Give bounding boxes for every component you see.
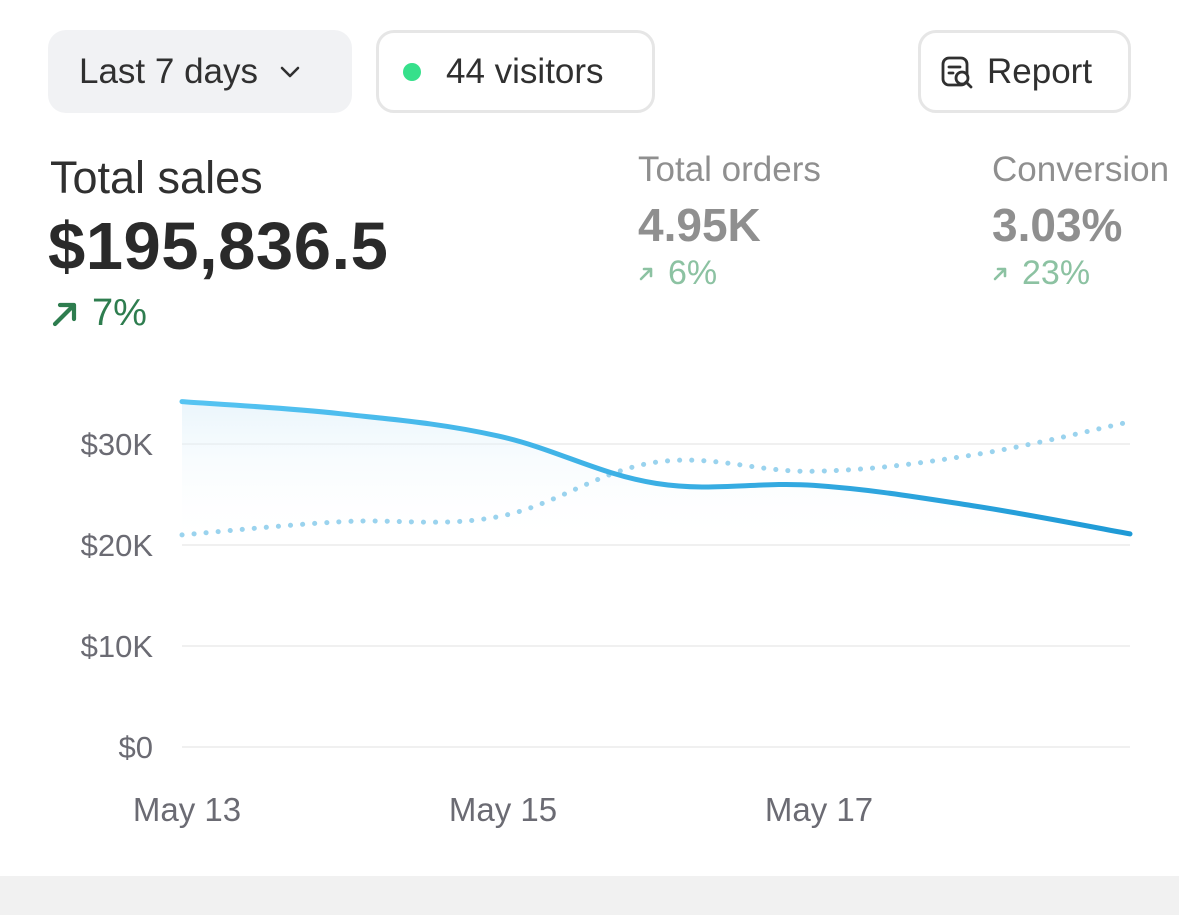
report-search-icon [941,56,973,88]
current-series-area [182,401,1130,545]
visitors-label: 44 visitors [446,51,604,91]
conversion-value: 3.03% [992,199,1123,251]
total-sales-change-value: 7% [92,292,147,334]
footer-bar [0,876,1179,915]
conversion-change: 23% [992,254,1090,293]
y-tick-label: $30K [81,427,154,462]
conversion-title: Conversion [992,150,1170,189]
live-visitors-button[interactable]: 44 visitors [376,30,655,113]
date-range-dropdown[interactable]: Last 7 days [48,30,352,113]
y-tick-label: $20K [81,528,154,563]
total-sales-change: 7% [50,292,147,335]
live-dot-icon [403,62,421,81]
y-tick-label: $0 [119,730,153,765]
chart-y-axis: $0 $10K $20K $30K [81,427,154,765]
total-sales-value: $195,836.5 [48,209,389,284]
report-button[interactable]: Report [918,30,1131,113]
sales-line-chart: $0 $10K $20K $30K May 13 May 15 May 17 [81,399,1133,828]
arrow-up-right-icon [52,302,77,326]
total-sales-title: Total sales [50,152,263,203]
date-range-label: Last 7 days [79,51,258,91]
comparison-series-line [179,419,1133,538]
y-tick-label: $10K [81,629,154,664]
x-tick-label: May 15 [449,791,557,828]
x-tick-label: May 13 [133,791,241,828]
total-orders-value: 4.95K [638,199,761,251]
chart-x-axis: May 13 May 15 May 17 [133,791,873,828]
total-orders-title: Total orders [638,150,821,189]
conversion-change-value: 23% [1022,254,1091,292]
current-series-line [179,399,1133,537]
report-label: Report [987,51,1093,91]
total-orders-change: 6% [638,254,717,293]
arrow-up-right-icon [639,267,653,280]
chevron-down-icon [280,66,300,77]
x-tick-label: May 17 [765,791,873,828]
arrow-up-right-icon [993,267,1007,280]
total-orders-change-value: 6% [668,254,718,292]
